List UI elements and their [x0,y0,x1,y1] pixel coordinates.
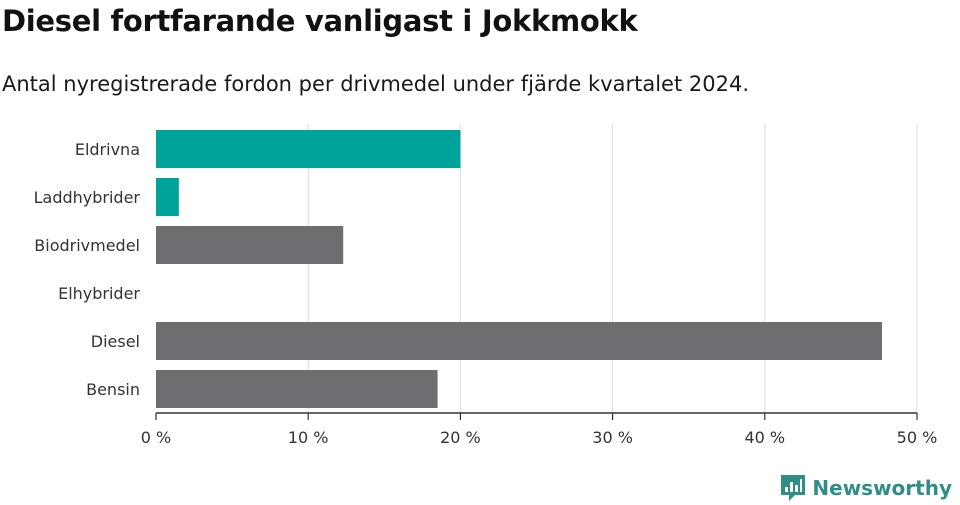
bar-biodrivmedel [156,226,344,264]
x-tick-label-0: 0 % [141,428,171,447]
x-tick-label-5: 50 % [897,428,938,447]
bar-laddhybrider [156,178,179,216]
category-label-diesel: Diesel [91,332,140,351]
bar-bensin [156,370,438,408]
x-tick-label-1: 10 % [288,428,329,447]
x-tick-label-3: 30 % [592,428,633,447]
category-label-biodrivmedel: Biodrivmedel [34,236,140,255]
brand-name: Newsworthy [812,476,952,500]
brand-logo: Newsworthy [780,474,952,502]
bar-diesel [156,322,882,360]
chart-subtitle: Antal nyregistrerade fordon per drivmede… [2,72,750,96]
chart-title: Diesel fortfarande vanligast i Jokkmokk [2,4,638,38]
bar-eldrivna [156,130,461,168]
category-label-laddhybrider: Laddhybrider [34,188,141,207]
newsworthy-logo-icon [781,475,806,501]
category-label-elhybrider: Elhybrider [58,284,140,303]
x-tick-label-4: 40 % [744,428,785,447]
x-tick-label-2: 20 % [440,428,481,447]
category-label-eldrivna: Eldrivna [75,140,140,159]
category-label-bensin: Bensin [86,380,140,399]
